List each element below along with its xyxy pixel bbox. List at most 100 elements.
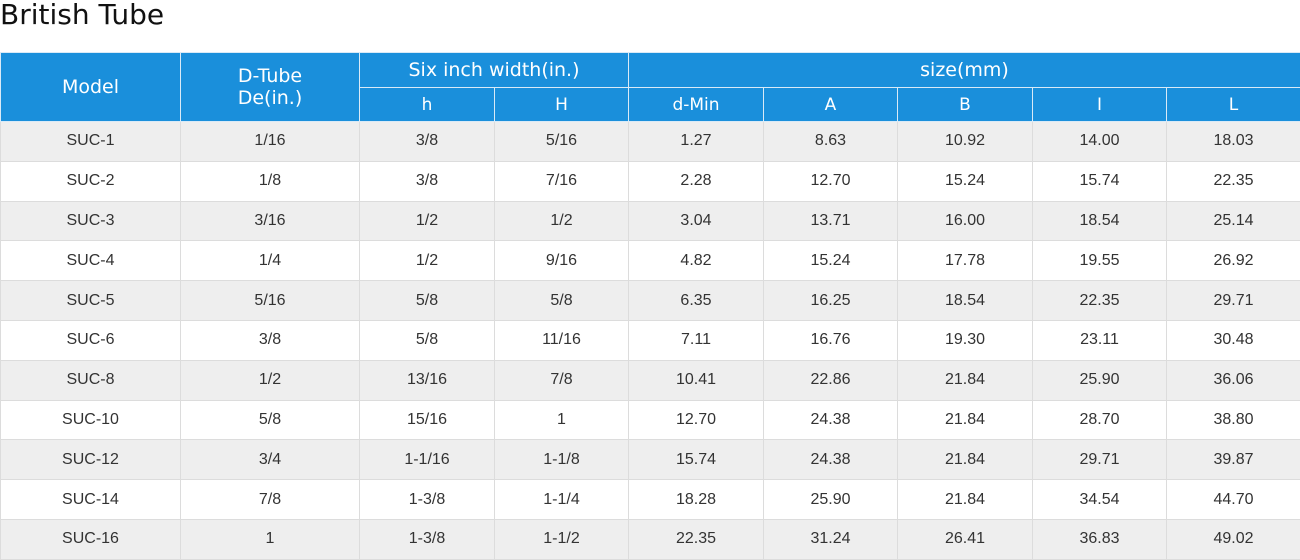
cell-i: 29.71 [1032, 439, 1167, 481]
table-row: SUC-5 5/16 5/8 5/8 6.35 16.25 18.54 22.35 29.71 [0, 280, 1300, 321]
cell-d-min: 4.82 [628, 240, 764, 282]
cell-b: 21.84 [897, 359, 1033, 401]
spec-table: Model D-Tube De(in.) Six inch width(in.)… [0, 52, 1300, 560]
cell-a: 8.63 [763, 121, 898, 162]
cell-model: SUC-16 [0, 518, 181, 560]
cell-dtube: 1 [180, 518, 360, 560]
table-row: SUC-2 1/8 3/8 7/16 2.28 12.70 15.24 15.74 22.35 [0, 160, 1300, 202]
cell-a: 12.70 [763, 160, 898, 202]
cell-b: 21.84 [897, 479, 1033, 520]
cell-H: 1/2 [494, 200, 629, 242]
page-title: British Tube [0, 0, 165, 31]
header-a: A [763, 87, 898, 122]
cell-H: 1-1/2 [494, 518, 629, 560]
cell-b: 10.92 [897, 121, 1033, 162]
cell-dtube: 1/4 [180, 240, 360, 282]
cell-b: 18.54 [897, 280, 1033, 321]
table-row: SUC-16 1 1-3/8 1-1/2 22.35 31.24 26.41 36.83 49.… [0, 518, 1300, 560]
table-row: SUC-3 3/16 1/2 1/2 3.04 13.71 16.00 18.54 25.14 [0, 200, 1300, 242]
cell-i: 34.54 [1032, 479, 1167, 520]
header-h-small: h [359, 87, 495, 122]
header-size-mm: size(mm) [628, 52, 1300, 88]
cell-model: SUC-5 [0, 280, 181, 321]
cell-b: 21.84 [897, 439, 1033, 481]
cell-l: 36.06 [1166, 359, 1300, 401]
cell-h: 1-1/16 [359, 439, 495, 481]
cell-d-min: 12.70 [628, 399, 764, 441]
cell-a: 16.76 [763, 319, 898, 361]
cell-model: SUC-12 [0, 439, 181, 481]
cell-model: SUC-2 [0, 160, 181, 202]
cell-h: 5/8 [359, 319, 495, 361]
cell-h: 1/2 [359, 240, 495, 282]
cell-d-min: 15.74 [628, 439, 764, 481]
cell-i: 14.00 [1032, 121, 1167, 162]
cell-dtube: 1/2 [180, 359, 360, 401]
cell-h: 5/8 [359, 280, 495, 321]
cell-H: 9/16 [494, 240, 629, 282]
cell-h: 3/8 [359, 121, 495, 162]
header-dtube: D-Tube De(in.) [180, 52, 360, 122]
cell-H: 5/8 [494, 280, 629, 321]
cell-d-min: 10.41 [628, 359, 764, 401]
header-six-inch-width: Six inch width(in.) [359, 52, 629, 88]
cell-model: SUC-10 [0, 399, 181, 441]
cell-h: 15/16 [359, 399, 495, 441]
cell-l: 30.48 [1166, 319, 1300, 361]
cell-dtube: 5/8 [180, 399, 360, 441]
table-body: SUC-1 1/16 3/8 5/16 1.27 8.63 10.92 14.00 18.03 S… [0, 121, 1300, 560]
cell-d-min: 2.28 [628, 160, 764, 202]
header-model: Model [0, 52, 181, 122]
cell-i: 15.74 [1032, 160, 1167, 202]
cell-l: 29.71 [1166, 280, 1300, 321]
cell-H: 11/16 [494, 319, 629, 361]
cell-a: 16.25 [763, 280, 898, 321]
table-row: SUC-6 3/8 5/8 11/16 7.11 16.76 19.30 23.11 30.48 [0, 319, 1300, 361]
cell-l: 44.70 [1166, 479, 1300, 520]
header-b: B [897, 87, 1033, 122]
cell-dtube: 1/16 [180, 121, 360, 162]
cell-a: 24.38 [763, 399, 898, 441]
header-h-large: H [494, 87, 629, 122]
cell-model: SUC-3 [0, 200, 181, 242]
cell-l: 22.35 [1166, 160, 1300, 202]
cell-b: 15.24 [897, 160, 1033, 202]
cell-dtube: 3/16 [180, 200, 360, 242]
cell-d-min: 7.11 [628, 319, 764, 361]
cell-a: 24.38 [763, 439, 898, 481]
header-dtube-line2: De(in.) [237, 87, 303, 109]
cell-model: SUC-4 [0, 240, 181, 282]
cell-i: 18.54 [1032, 200, 1167, 242]
cell-a: 15.24 [763, 240, 898, 282]
cell-i: 19.55 [1032, 240, 1167, 282]
cell-model: SUC-8 [0, 359, 181, 401]
cell-H: 7/8 [494, 359, 629, 401]
cell-dtube: 5/16 [180, 280, 360, 321]
cell-H: 1 [494, 399, 629, 441]
cell-model: SUC-14 [0, 479, 181, 520]
cell-a: 31.24 [763, 518, 898, 560]
cell-H: 1-1/4 [494, 479, 629, 520]
cell-b: 17.78 [897, 240, 1033, 282]
cell-b: 19.30 [897, 319, 1033, 361]
cell-b: 16.00 [897, 200, 1033, 242]
cell-i: 36.83 [1032, 518, 1167, 560]
cell-d-min: 3.04 [628, 200, 764, 242]
cell-dtube: 3/8 [180, 319, 360, 361]
cell-b: 26.41 [897, 518, 1033, 560]
cell-dtube: 7/8 [180, 479, 360, 520]
cell-l: 39.87 [1166, 439, 1300, 481]
cell-l: 18.03 [1166, 121, 1300, 162]
cell-i: 22.35 [1032, 280, 1167, 321]
cell-dtube: 1/8 [180, 160, 360, 202]
cell-h: 1-3/8 [359, 518, 495, 560]
cell-d-min: 18.28 [628, 479, 764, 520]
table-row: SUC-10 5/8 15/16 1 12.70 24.38 21.84 28.70 38.80 [0, 399, 1300, 441]
cell-l: 26.92 [1166, 240, 1300, 282]
cell-H: 5/16 [494, 121, 629, 162]
cell-d-min: 1.27 [628, 121, 764, 162]
cell-a: 22.86 [763, 359, 898, 401]
cell-model: SUC-6 [0, 319, 181, 361]
cell-h: 13/16 [359, 359, 495, 401]
cell-i: 23.11 [1032, 319, 1167, 361]
